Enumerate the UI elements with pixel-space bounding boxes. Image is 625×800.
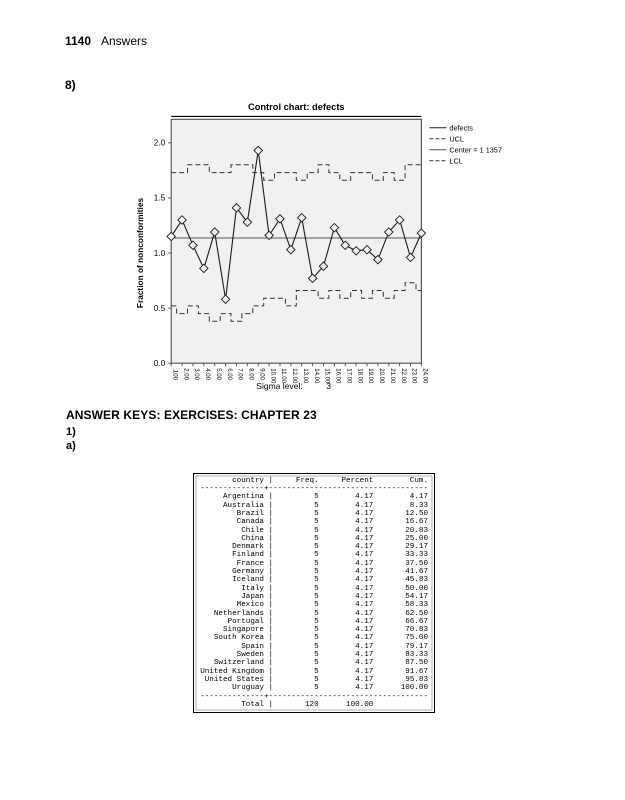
svg-text:2.0: 2.0 (154, 139, 166, 148)
svg-text:21.00: 21.00 (389, 368, 396, 384)
svg-text:20.00: 20.00 (378, 368, 385, 384)
svg-text:24.00: 24.00 (422, 368, 429, 384)
svg-text:LCL: LCL (449, 156, 462, 165)
svg-text:23.00: 23.00 (411, 368, 418, 384)
svg-text:22.00: 22.00 (400, 368, 407, 384)
svg-text:16.00: 16.00 (335, 368, 342, 384)
svg-text:19.00: 19.00 (367, 368, 374, 384)
svg-text:13.00: 13.00 (302, 368, 309, 384)
svg-text:6.00: 6.00 (226, 368, 233, 380)
svg-text:2.00: 2.00 (182, 368, 189, 380)
svg-text:7.00: 7.00 (237, 368, 244, 380)
svg-text:5.00: 5.00 (215, 368, 222, 380)
svg-text:3: 3 (326, 381, 331, 391)
svg-text:4.00: 4.00 (204, 368, 211, 380)
svg-text:UCL: UCL (449, 134, 464, 143)
svg-text:14.00: 14.00 (313, 368, 320, 384)
svg-text:18.00: 18.00 (356, 368, 363, 384)
svg-text:1.0: 1.0 (154, 249, 166, 258)
svg-text:.100: .100 (171, 368, 178, 380)
svg-text:0.5: 0.5 (154, 304, 166, 313)
svg-text:Sigma level:: Sigma level: (256, 381, 302, 391)
svg-text:defects: defects (449, 123, 473, 132)
svg-text:0.0: 0.0 (154, 359, 166, 368)
svg-text:8.00: 8.00 (248, 368, 255, 380)
svg-text:Fraction of nonconformities: Fraction of nonconformities (135, 198, 145, 309)
svg-text:1.5: 1.5 (154, 194, 166, 203)
svg-text:3.00: 3.00 (193, 368, 200, 380)
svg-text:Center = 1 1357: Center = 1 1357 (449, 145, 502, 154)
svg-text:9.00: 9.00 (258, 368, 265, 380)
svg-text:17.00: 17.00 (346, 368, 353, 384)
svg-text:Control chart: defects: Control chart: defects (248, 102, 345, 112)
